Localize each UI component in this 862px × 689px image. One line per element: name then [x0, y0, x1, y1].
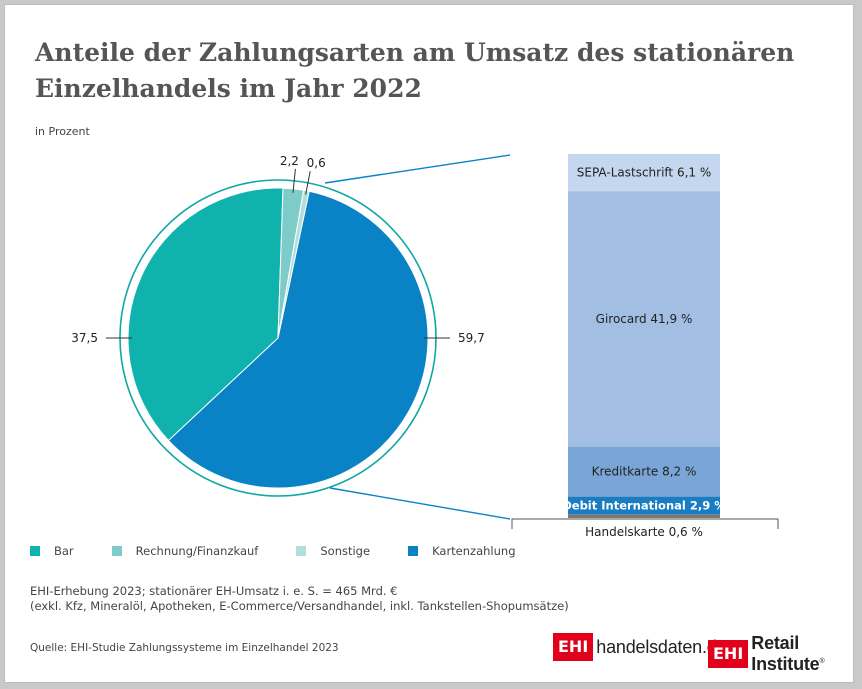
- pie-label-sonstige: 0,6: [307, 156, 326, 170]
- logo-text-retail-institute: Retail Institute®: [751, 633, 862, 675]
- pie-label-rechnung-finanzkauf: 2,2: [280, 154, 299, 168]
- legend-swatch: [30, 546, 40, 556]
- legend-label: Bar: [54, 544, 74, 558]
- registered-mark: ®: [819, 658, 825, 665]
- logo-handelsdaten: EHI handelsdaten.de: [553, 633, 727, 661]
- retail-institute-text: Retail Institute: [751, 633, 820, 674]
- note-line-2: (exkl. Kfz, Mineralöl, Apotheken, E-Comm…: [30, 599, 569, 613]
- bar-segment-kreditkarte: [568, 446, 720, 497]
- legend-swatch: [296, 546, 307, 556]
- title-line-1: Anteile der Zahlungsarten am Umsatz des …: [35, 38, 795, 67]
- legend-item-sonstige: Sonstige: [296, 544, 370, 558]
- pie-slice-bar: [127, 187, 284, 442]
- bar-label-kreditkarte: Kreditkarte 8,2 %: [592, 465, 697, 479]
- source-text: Quelle: EHI-Studie Zahlungssysteme im Ei…: [30, 642, 339, 654]
- legend-swatch: [111, 546, 122, 556]
- legend: Bar Rechnung/Finanzkauf Sonstige Kartenzahl…: [30, 544, 554, 558]
- logo-retail-institute: EHI Retail Institute®: [708, 633, 862, 675]
- bracket-handelskarte: [511, 518, 779, 529]
- legend-item-kartenzahlung: Kartenzahlung: [408, 544, 516, 558]
- bar-label-handelskarte: Handelskarte 0,6 %: [585, 525, 703, 539]
- leader-line-sonstige: [305, 170, 311, 195]
- bar-segment-girocard: [568, 191, 720, 447]
- legend-label: Kartenzahlung: [432, 544, 516, 558]
- pie-label-kartenzahlung: 59,7: [458, 331, 485, 345]
- legend-item-bar: Bar: [30, 544, 74, 558]
- chart-title: Anteile der Zahlungsarten am Umsatz des …: [35, 35, 815, 107]
- bar-segment-handelskarte: [568, 514, 720, 518]
- logo-text-handelsdaten: handelsdaten.de: [596, 636, 727, 657]
- bar-label-debit-international: Debit International 2,9 %: [562, 499, 726, 513]
- chart-subtitle: in Prozent: [35, 125, 90, 138]
- legend-label: Rechnung/Finanzkauf: [135, 544, 259, 558]
- legend-swatch: [408, 546, 419, 556]
- bar-segment-sepa-lastschrift: [568, 154, 720, 192]
- connector-line-bottom: [329, 487, 511, 520]
- title-line-2: Einzelhandels im Jahr 2022: [35, 74, 422, 103]
- bar-label-sepa-lastschrift: SEPA-Lastschrift 6,1 %: [577, 166, 712, 180]
- bar-segment-debit-international: [568, 496, 720, 515]
- ehi-logo-box: EHI: [708, 640, 749, 668]
- bar-label-girocard: Girocard 41,9 %: [596, 312, 693, 326]
- connector-line-top: [324, 154, 511, 184]
- pie-slice-kartenzahlung: [167, 190, 429, 489]
- pie-label-bar: 37,5: [71, 331, 98, 345]
- legend-label: Sonstige: [320, 544, 371, 558]
- survey-note: EHI-Erhebung 2023; stationärer EH-Umsatz…: [30, 584, 569, 614]
- note-line-1: EHI-Erhebung 2023; stationärer EH-Umsatz…: [30, 584, 398, 598]
- ehi-logo-box: EHI: [553, 633, 594, 661]
- legend-item-rechnung-finanzkauf: Rechnung/Finanzkauf: [111, 544, 259, 558]
- leader-line-rechnung-finanzkauf: [292, 168, 296, 193]
